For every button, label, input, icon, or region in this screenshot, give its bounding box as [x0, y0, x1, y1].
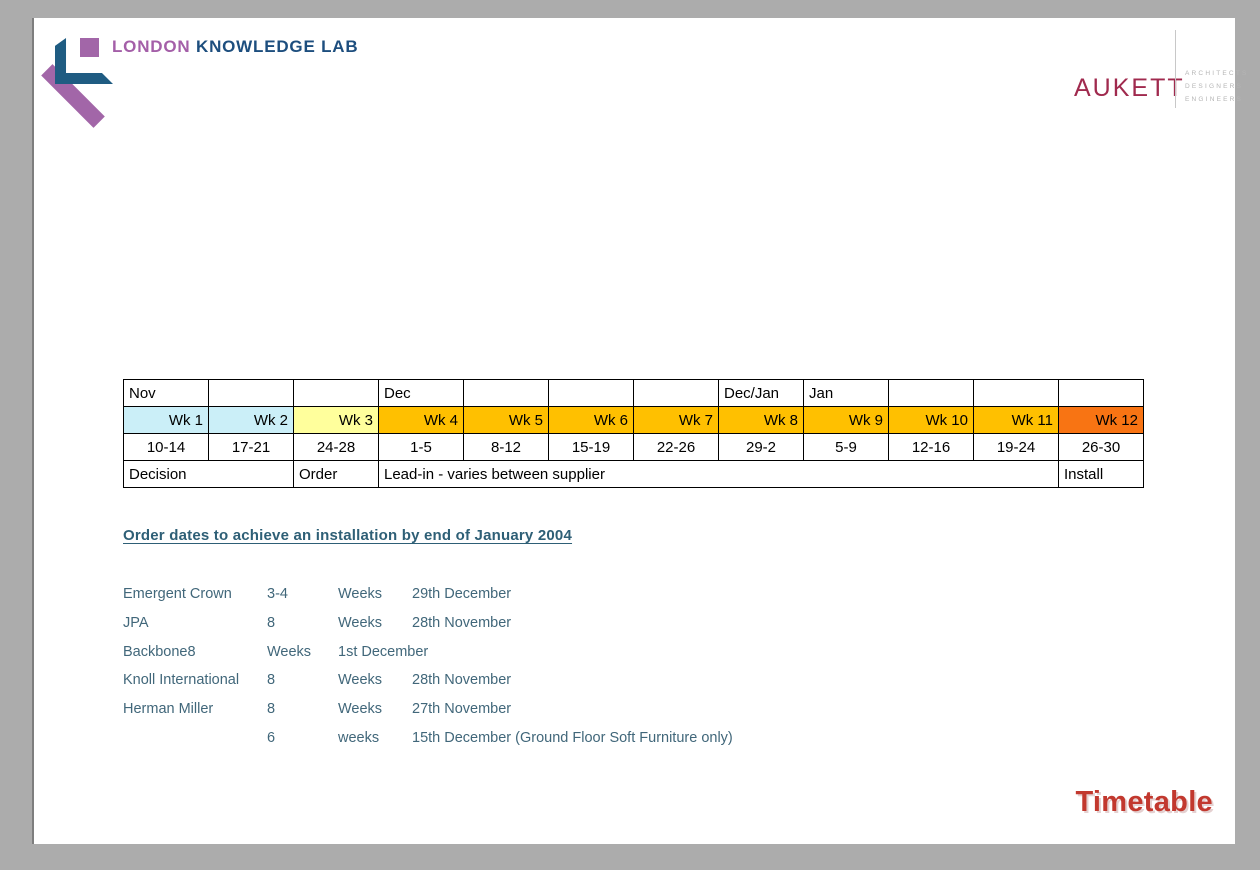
- month-cell: [293, 379, 379, 407]
- month-cell: [463, 379, 549, 407]
- week-cell: Wk 7: [633, 406, 719, 434]
- timetable-grid: Nov Dec Dec/Jan Jan Wk 1 Wk 2 Wk 3 Wk 4 …: [123, 379, 1144, 488]
- month-cell: [548, 379, 634, 407]
- order-dates-heading: Order dates to achieve an installation b…: [123, 527, 573, 544]
- supplier-order-date: 28th November: [412, 614, 512, 631]
- week-row: Wk 1 Wk 2 Wk 3 Wk 4 Wk 5 Wk 6 Wk 7 Wk 8 …: [123, 406, 1144, 434]
- week-cell: Wk 8: [718, 406, 804, 434]
- supplier-duration: 8: [267, 614, 276, 631]
- supplier-duration: Weeks: [267, 643, 312, 660]
- aukett-tagline: ARCHITECTS DESIGNERS ENGINEERS: [1185, 67, 1249, 106]
- supplier-unit: Weeks: [338, 672, 383, 689]
- slide: LONDON KNOWLEDGE LAB AUKETT ARCHITECTS D…: [32, 18, 1246, 844]
- supplier-unit: weeks: [338, 729, 380, 746]
- week-cell: Wk 9: [803, 406, 889, 434]
- month-cell: [973, 379, 1059, 407]
- date-cell: 24-28: [293, 433, 379, 461]
- supplier-list: Emergent Crown 3-4 Weeks 29th December J…: [123, 582, 883, 755]
- page-title: Timetable: [1075, 786, 1213, 818]
- month-cell: Nov: [123, 379, 209, 407]
- week-cell: Wk 6: [548, 406, 634, 434]
- month-cell: [633, 379, 719, 407]
- supplier-unit: Weeks: [338, 614, 383, 631]
- month-cell: [208, 379, 294, 407]
- supplier-row: JPA 8 Weeks 28th November: [123, 611, 883, 640]
- supplier-duration: 8: [267, 672, 276, 689]
- phase-row: Decision Order Lead-in - varies between …: [123, 460, 1144, 488]
- date-cell: 10-14: [123, 433, 209, 461]
- phase-cell-decision: Decision: [123, 460, 294, 488]
- month-cell: Dec: [378, 379, 464, 407]
- supplier-row: Emergent Crown 3-4 Weeks 29th December: [123, 582, 883, 611]
- supplier-row: Knoll International 8 Weeks 28th Novembe…: [123, 668, 883, 697]
- supplier-duration: 3-4: [267, 586, 288, 602]
- aukett-tagline-line: ARCHITECTS: [1185, 70, 1249, 77]
- supplier-unit: Weeks: [338, 586, 383, 602]
- supplier-row: 6 weeks 15th December (Ground Floor Soft…: [123, 726, 883, 755]
- supplier-unit: 1st December: [338, 643, 429, 660]
- phase-cell-leadin: Lead-in - varies between supplier: [378, 460, 1059, 488]
- supplier-order-date: 15th December (Ground Floor Soft Furnitu…: [412, 729, 733, 746]
- date-cell: 12-16: [888, 433, 974, 461]
- date-cell: 19-24: [973, 433, 1059, 461]
- date-cell: 8-12: [463, 433, 549, 461]
- date-cell: 5-9: [803, 433, 889, 461]
- phase-cell-install: Install: [1058, 460, 1144, 488]
- month-cell: [1058, 379, 1144, 407]
- week-cell: Wk 11: [973, 406, 1059, 434]
- wordmark-london: LONDON: [112, 37, 191, 56]
- supplier-name: JPA: [123, 614, 149, 631]
- supplier-duration: 8: [267, 701, 276, 718]
- supplier-name: Herman Miller: [123, 701, 214, 718]
- week-cell: Wk 4: [378, 406, 464, 434]
- aukett-tagline-line: ENGINEERS: [1185, 96, 1244, 103]
- wordmark-knowledge-lab: KNOWLEDGE LAB: [196, 37, 359, 56]
- supplier-name: Knoll International: [123, 672, 240, 689]
- week-cell: Wk 2: [208, 406, 294, 434]
- supplier-unit: Weeks: [338, 701, 383, 718]
- phase-cell-order: Order: [293, 460, 379, 488]
- week-cell: Wk 12: [1058, 406, 1144, 434]
- london-knowledge-lab-wordmark: LONDON KNOWLEDGE LAB: [112, 37, 358, 57]
- dates-row: 10-14 17-21 24-28 1-5 8-12 15-19 22-26 2…: [123, 433, 1144, 461]
- date-cell: 15-19: [548, 433, 634, 461]
- supplier-order-date: 27th November: [412, 701, 512, 718]
- date-cell: 22-26: [633, 433, 719, 461]
- month-cell: Dec/Jan: [718, 379, 804, 407]
- aukett-tagline-line: DESIGNERS: [1185, 83, 1244, 90]
- supplier-row: Backbone8 Weeks 1st December: [123, 640, 883, 669]
- date-cell: 26-30: [1058, 433, 1144, 461]
- week-cell: Wk 10: [888, 406, 974, 434]
- month-cell: [888, 379, 974, 407]
- supplier-name: Emergent Crown: [123, 586, 232, 602]
- date-cell: 17-21: [208, 433, 294, 461]
- supplier-row: Herman Miller 8 Weeks 27th November: [123, 697, 883, 726]
- supplier-order-date: 28th November: [412, 672, 512, 689]
- aukett-wordmark: AUKETT: [1074, 74, 1185, 102]
- supplier-name: Backbone8: [123, 643, 196, 660]
- week-cell: Wk 3: [293, 406, 379, 434]
- aukett-divider: [1175, 30, 1176, 108]
- date-cell: 1-5: [378, 433, 464, 461]
- week-cell: Wk 5: [463, 406, 549, 434]
- date-cell: 29-2: [718, 433, 804, 461]
- lkl-square-icon: [80, 38, 99, 57]
- week-cell: Wk 1: [123, 406, 209, 434]
- month-row: Nov Dec Dec/Jan Jan: [123, 379, 1144, 407]
- month-cell: Jan: [803, 379, 889, 407]
- supplier-order-date: 29th December: [412, 586, 512, 602]
- supplier-duration: 6: [267, 729, 276, 746]
